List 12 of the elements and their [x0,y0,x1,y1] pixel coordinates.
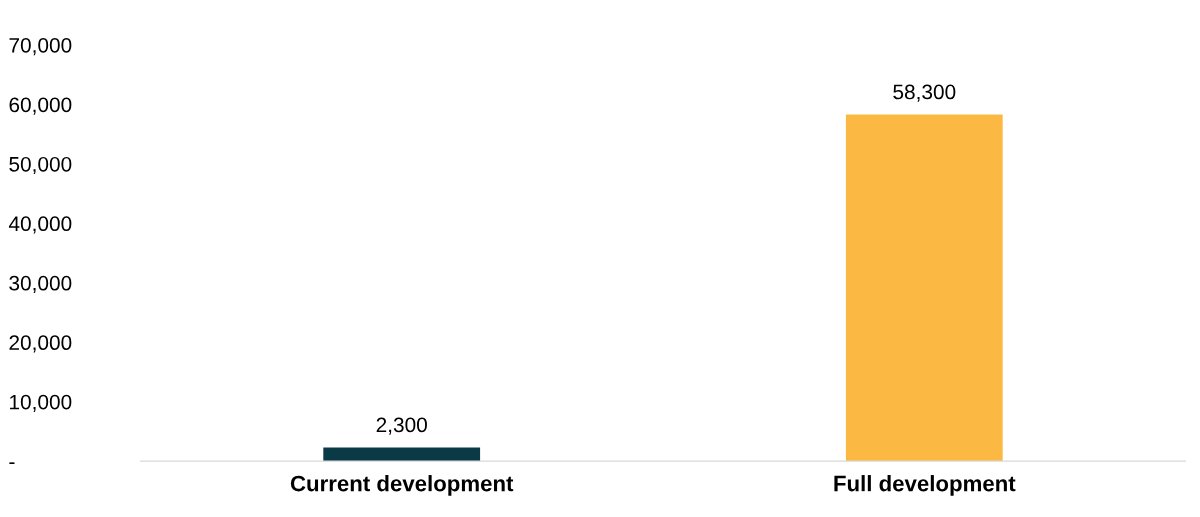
y-tick-label: 30,000 [9,275,72,294]
data-label: 58,300 [893,84,956,102]
x-tick-label: Current development [290,475,514,496]
x-tick-label: Full development [834,475,1016,496]
y-tick-label: 10,000 [10,394,72,412]
y-tick-label: 70,000 [9,37,72,56]
y-tick-label: 40,000 [8,216,72,234]
data-label: 2,300 [376,417,427,435]
y-tick-label: - [9,462,15,464]
y-tick-label: 50,000 [9,156,72,175]
y-tick-label: 20,000 [9,335,72,353]
y-tick-label: 60,000 [9,97,72,115]
